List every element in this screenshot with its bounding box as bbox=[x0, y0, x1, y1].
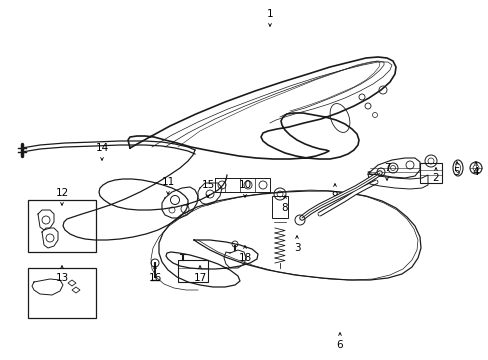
Text: 14: 14 bbox=[95, 143, 108, 153]
Text: 17: 17 bbox=[193, 273, 206, 283]
Text: 7: 7 bbox=[383, 163, 389, 173]
Bar bbox=[178, 260, 207, 282]
Text: 18: 18 bbox=[238, 253, 251, 263]
Text: 4: 4 bbox=[472, 167, 478, 177]
Text: 2: 2 bbox=[432, 173, 438, 183]
Text: 3: 3 bbox=[293, 243, 300, 253]
Text: 10: 10 bbox=[238, 180, 251, 190]
Bar bbox=[28, 200, 96, 252]
Text: 5: 5 bbox=[453, 167, 459, 177]
Text: 16: 16 bbox=[148, 273, 162, 283]
Text: 11: 11 bbox=[161, 177, 174, 187]
Text: 15: 15 bbox=[201, 180, 214, 190]
Text: 1: 1 bbox=[266, 9, 273, 19]
Text: 8: 8 bbox=[281, 203, 288, 213]
Text: 13: 13 bbox=[55, 273, 68, 283]
Text: 12: 12 bbox=[55, 188, 68, 198]
Bar bbox=[419, 163, 441, 183]
Text: 9: 9 bbox=[331, 191, 338, 201]
Text: 6: 6 bbox=[336, 340, 343, 350]
Bar bbox=[28, 268, 96, 318]
